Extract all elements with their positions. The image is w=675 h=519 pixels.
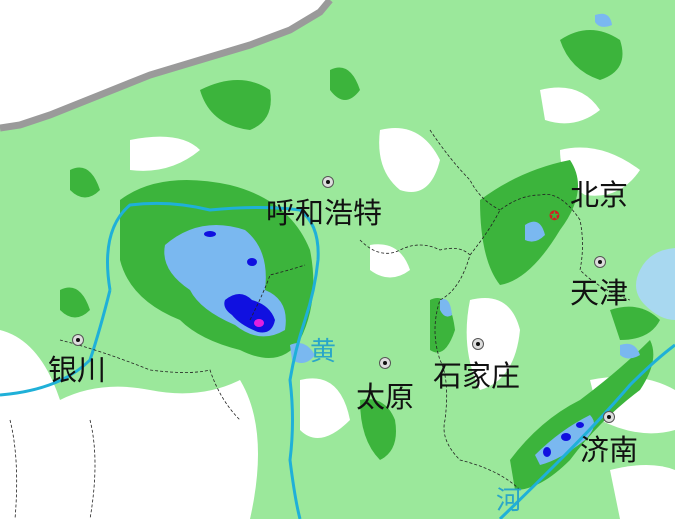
city-label-yinchuan: 银川: [48, 353, 107, 387]
city-label-taiyuan: 太原: [356, 380, 415, 414]
rivers: [0, 201, 675, 519]
city-dot-icon: [72, 334, 84, 346]
city-label-shijiazhuang: 石家庄: [433, 359, 521, 393]
city-dot-icon: [379, 357, 391, 369]
city-label-beijing: 北京: [570, 178, 629, 212]
city-dot-icon: [322, 176, 334, 188]
city-label-hohhot: 呼和浩特: [266, 196, 383, 230]
city-label-jinan: 济南: [580, 433, 639, 467]
capital-star-icon: ✪: [549, 209, 560, 224]
bohai-sea: [636, 248, 675, 320]
river-label-he: 河: [496, 486, 523, 516]
river-label-huang: 黄: [310, 337, 337, 367]
yellow-river: [106, 201, 320, 519]
city-dot-icon: [472, 338, 484, 350]
national-border: [0, 0, 333, 132]
city-dot-icon: [594, 256, 606, 268]
outside-region: [0, 0, 330, 128]
lower-yellow-river: [498, 343, 675, 519]
extreme-rain-area: [254, 319, 264, 327]
city-label-tianjin: 天津: [570, 276, 629, 310]
city-dot-icon: [603, 411, 615, 423]
province-borders: [9, 129, 631, 519]
